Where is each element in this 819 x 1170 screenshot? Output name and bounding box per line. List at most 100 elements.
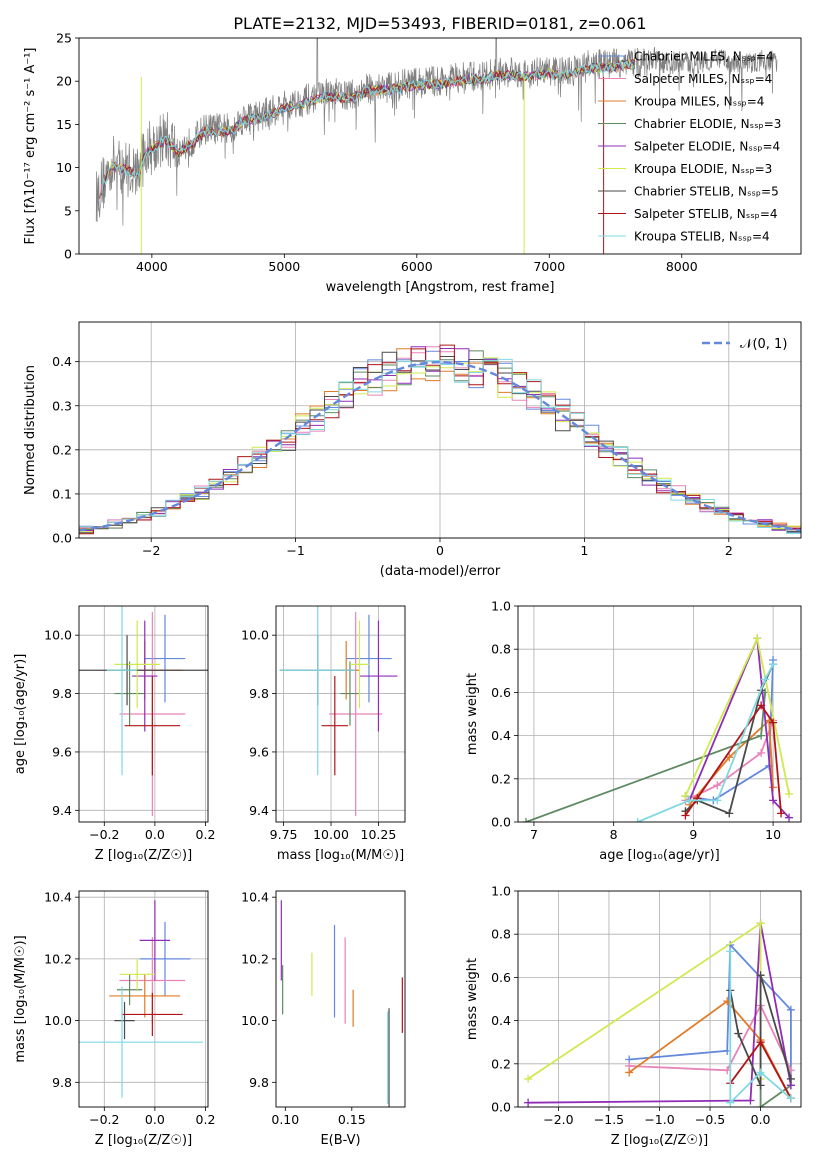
weight-marker	[756, 1038, 765, 1047]
axes-frame	[78, 605, 209, 823]
tick-label-x: 7000	[533, 259, 565, 274]
tick-label-x: −0.2	[89, 1112, 119, 1127]
model-spectrum-line	[101, 59, 635, 194]
y-axis-label: mass weight	[465, 673, 480, 755]
tick-label-y: 5	[64, 203, 72, 218]
x-axis-label: Z [log₁₀(Z/Z☉)]	[95, 848, 192, 863]
tick-label-y: 1.0	[491, 884, 511, 899]
tick-label-y: 9.6	[52, 744, 72, 759]
tick-label-x: −1.0	[644, 1112, 674, 1127]
tick-label-x: −0.2	[89, 827, 119, 842]
plot-area	[280, 900, 403, 1107]
tick-label-x: 2	[725, 543, 733, 558]
axes-frame	[517, 890, 802, 1108]
weight-marker	[726, 1098, 735, 1107]
tick-label-x: 0.0	[145, 1112, 165, 1127]
tick-label-y: 9.4	[249, 803, 269, 818]
weight-marker	[777, 809, 786, 818]
weight-marker	[521, 818, 530, 822]
x-axis-label: mass [log₁₀(M/M☉)]	[277, 848, 404, 863]
tick-label-x: 0	[436, 543, 444, 558]
tick-label-x: 10.00	[313, 827, 349, 842]
plot-area	[79, 344, 801, 535]
y-axis-label: Normed distribution	[23, 365, 38, 495]
tick-label-y: 9.8	[249, 686, 269, 701]
tick-label-x: 0.10	[271, 1112, 299, 1127]
tick-label-x: −1.5	[594, 1112, 624, 1127]
histogram-step	[79, 358, 801, 534]
weight-marker	[713, 781, 722, 790]
tick-label-x: −1	[286, 543, 304, 558]
tick-label-x: 7	[530, 827, 538, 842]
tick-label-y: 0.8	[491, 642, 511, 657]
spectrum-panel: 4000 5000 6000 7000 8000 0 5 10 15 20 25 wavelength…	[23, 31, 802, 295]
tick-label-x: 1	[580, 543, 588, 558]
weight-marker	[524, 1098, 533, 1107]
plot-area	[521, 634, 794, 822]
x-axis-label: Z [log₁₀(Z/Z☉)]	[95, 1133, 192, 1148]
chart-title: PLATE=2132, MJD=53493, FIBERID=0181, z=0…	[233, 14, 646, 33]
weight-marker	[756, 1068, 765, 1077]
tick-label-x: 10.25	[361, 827, 397, 842]
tick-label-y: 0.6	[491, 685, 511, 700]
legend-label: Kroupa MILES, Nₛₛₚ=4	[634, 95, 764, 109]
tick-label-x: 9	[689, 827, 697, 842]
weight-marker	[734, 1029, 743, 1038]
weight-marker	[757, 748, 766, 757]
legend-label: Chabrier STELIB, Nₛₛₚ=5	[634, 185, 779, 199]
tick-label-y: 10.0	[241, 1013, 269, 1028]
weight-marker	[757, 701, 766, 710]
tick-label-y: 0.3	[52, 398, 72, 413]
tick-label-y: 0.2	[491, 1056, 511, 1071]
plot-area	[79, 900, 203, 1098]
weight-marker	[756, 1081, 765, 1090]
legend-label: Chabrier MILES, Nₛₛₚ=4	[634, 50, 774, 64]
plot-area	[279, 606, 398, 817]
axes-frame	[78, 321, 802, 539]
legend-label: Salpeter MILES, Nₛₛₚ=4	[634, 72, 772, 86]
weight-series-line	[528, 923, 792, 1104]
tick-label-y: 9.4	[52, 803, 72, 818]
tick-label-y: 0.2	[52, 442, 72, 457]
tick-label-x: 0.2	[196, 827, 216, 842]
weight-marker	[769, 660, 778, 669]
tick-label-y: 9.8	[52, 686, 72, 701]
tick-label-y: 0.6	[491, 970, 511, 985]
tick-label-x: 8	[610, 827, 618, 842]
weight-marker	[681, 792, 690, 801]
tick-label-y: 9.8	[249, 1075, 269, 1090]
y-axis-label: mass weight	[465, 958, 480, 1040]
weight-marker	[769, 783, 778, 792]
weight-marker	[713, 796, 722, 805]
tick-label-x: 0.0	[145, 827, 165, 842]
plot-area	[95, 38, 778, 254]
axes-frame	[517, 605, 802, 823]
tick-label-x: 10	[765, 827, 781, 842]
x-axis-label: Z [log₁₀(Z/Z☉)]	[611, 1133, 708, 1148]
legend-label: Salpeter STELIB, Nₛₛₚ=4	[634, 207, 778, 221]
legend-label: 𝒩(0, 1)	[740, 337, 787, 352]
weight-marker	[757, 731, 766, 740]
weight-series-line	[629, 1003, 792, 1072]
tick-label-y: 9.6	[249, 744, 269, 759]
legend-label: Salpeter ELODIE, Nₛₛₚ=4	[634, 140, 780, 154]
mass-weight-vs-age-panel: 7 8 9 10 0.0 0.2 0.4 0.6 0.8 1.0 age [log₁₀(age/yr…	[465, 599, 802, 863]
axes-frame	[275, 890, 406, 1108]
weight-marker	[786, 1094, 795, 1103]
age-vs-metallicity-panel: −0.2 0.0 0.2 9.4 9.6 9.8 10.0 Z [log₁₀(Z/Z☉)] ag…	[13, 605, 216, 863]
weight-marker	[769, 796, 778, 805]
normal-reference-curve	[79, 360, 801, 532]
y-axis-label: age [log₁₀(age/yr)]	[13, 654, 28, 775]
mass-vs-metallicity-panel: −0.2 0.0 0.2 9.8 10.0 10.2 10.4 Z [log₁₀(Z/Z☉)]…	[13, 890, 215, 1148]
model-spectrum-line	[100, 59, 636, 195]
tick-label-x: 5000	[268, 259, 300, 274]
weight-marker	[685, 796, 694, 805]
weight-marker	[753, 634, 762, 643]
legend-label: Chabrier ELODIE, Nₛₛₚ=3	[634, 117, 781, 131]
tick-label-x: −2.0	[543, 1112, 573, 1127]
tick-label-x: 4000	[136, 259, 168, 274]
tick-label-y: 10.4	[241, 890, 269, 905]
tick-label-x: 0.15	[338, 1112, 366, 1127]
model-spectrum-line	[97, 60, 635, 202]
tick-label-y: 0.0	[491, 1100, 511, 1115]
